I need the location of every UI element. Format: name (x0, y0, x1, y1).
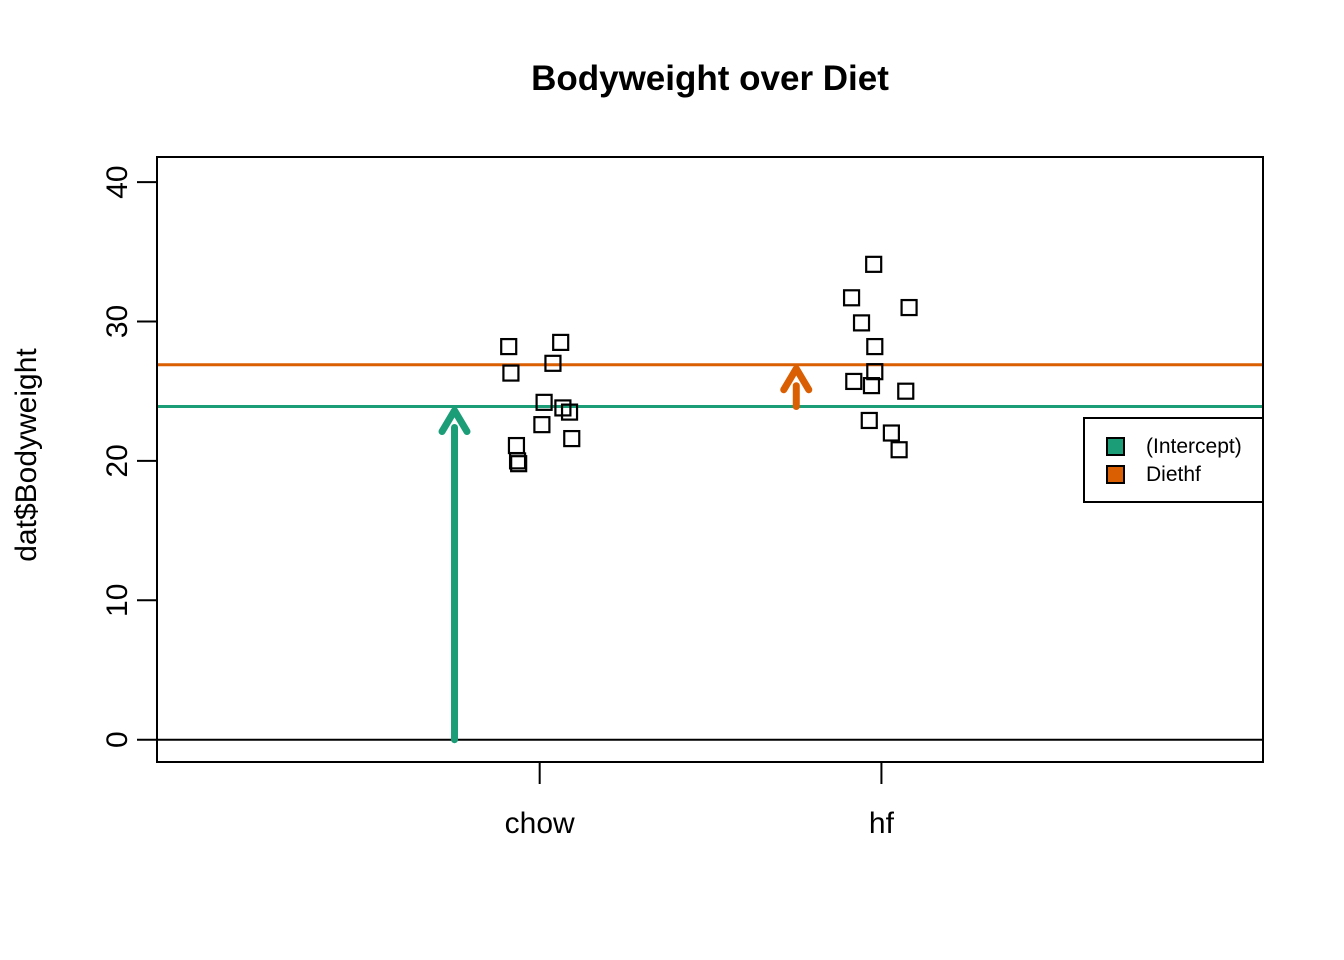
point-hf (897, 382, 915, 400)
y-tick-label: 20 (101, 444, 134, 477)
point-chow (544, 354, 562, 372)
point-hf (866, 337, 884, 356)
point-hf (852, 314, 871, 332)
diethf-arrow-head-icon (780, 365, 813, 394)
point-chow (535, 393, 553, 411)
y-tick-label: 30 (101, 305, 134, 338)
legend-swatch-intercept-icon (1106, 436, 1125, 456)
point-hf (845, 372, 863, 391)
point-chow (552, 333, 570, 352)
x-tick-label: chow (505, 807, 575, 840)
reference-lines (157, 363, 1263, 741)
legend-label-diethf: Diethf (1146, 462, 1201, 486)
point-hf (865, 255, 883, 273)
point-hf (882, 424, 900, 442)
point-chow (563, 429, 581, 448)
legend-swatch-diethf-icon (1106, 464, 1125, 484)
legend-item-diethf: Diethf (1106, 464, 1262, 485)
point-hf (842, 289, 861, 307)
point-hf (860, 411, 878, 430)
point-chow (507, 436, 526, 455)
intercept-arrow-head-icon (438, 407, 471, 436)
y-tick-label: 0 (101, 731, 134, 748)
legend: (Intercept) Diethf (1083, 417, 1264, 503)
point-hf (890, 441, 908, 459)
point-chow (560, 403, 579, 421)
coefficient-arrows (438, 365, 813, 744)
legend-item-intercept: (Intercept) (1106, 436, 1262, 457)
point-hf (862, 377, 881, 395)
point-chow (500, 337, 518, 356)
point-chow (533, 416, 551, 434)
data-points (500, 255, 918, 473)
chart-title: Bodyweight over Diet (531, 59, 889, 98)
point-chow (510, 455, 528, 473)
x-axis: chow hf (505, 762, 895, 840)
y-tick-label: 10 (101, 584, 134, 617)
x-tick-label: hf (869, 807, 895, 840)
y-axis: 0 10 20 30 40 (101, 165, 157, 748)
point-chow (502, 364, 520, 382)
legend-label-intercept: (Intercept) (1146, 434, 1242, 458)
point-chow (508, 452, 527, 470)
point-hf (900, 298, 918, 317)
y-tick-label: 40 (101, 165, 134, 198)
point-hf (866, 363, 884, 381)
y-axis-label: dat$Bodyweight (10, 348, 43, 562)
